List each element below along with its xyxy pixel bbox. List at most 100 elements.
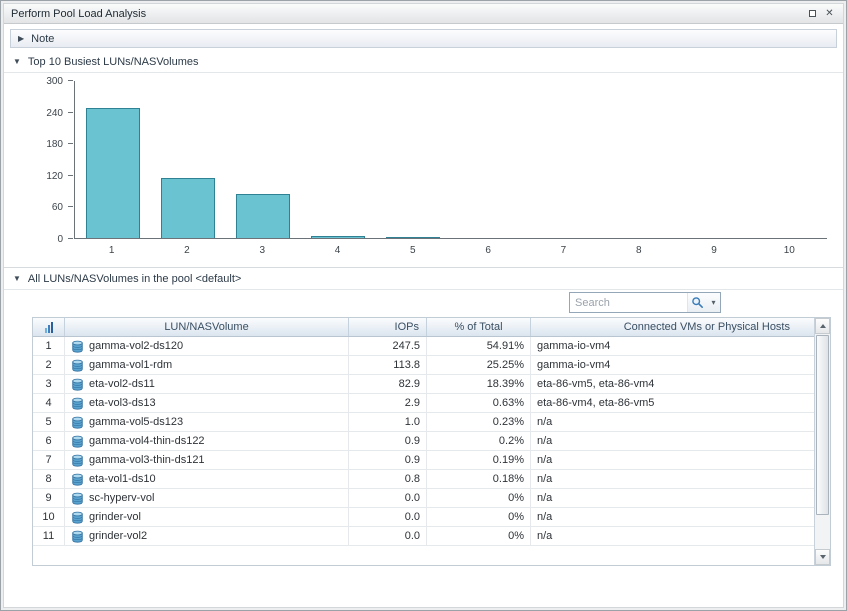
bar-slot [225,81,300,238]
scroll-down-button[interactable] [815,549,830,565]
top10-collapse-icon: ▼ [13,57,21,66]
pool-section-label: All LUNs/NASVolumes in the pool <default… [27,273,242,285]
lun-name-text: gamma-vol2-ds120 [89,340,184,352]
connected-hosts-cell: eta-86-vm4, eta-86-vm5 [537,397,655,409]
row-rank-cell: 5 [33,413,65,431]
scroll-up-button[interactable] [815,318,830,334]
row-rank-cell: 3 [33,375,65,393]
lun-name-cell: gamma-vol5-ds123 [65,413,349,431]
row-rank-cell: 11 [33,527,65,545]
y-tick-mark [68,206,73,208]
chart-bar[interactable] [386,237,441,238]
bar-slot [376,81,451,238]
volume-icon [71,492,84,505]
scrollbar-track[interactable] [815,334,830,549]
lun-table: LUN/NASVolume IOPs % of Total Connected … [32,317,831,566]
table-row[interactable]: 5 gamma-vol5-ds123 1.0 0.23% n/a [33,413,814,432]
lun-name-cell: gamma-vol1-rdm [65,356,349,374]
y-tick-label: 240 [46,107,63,119]
y-tick-label: 300 [46,76,63,87]
bar-slot [451,81,526,238]
table-row[interactable]: 10 grinder-vol 0.0 0% n/a [33,508,814,527]
row-rank-cell: 8 [33,470,65,488]
chart-bar[interactable] [160,178,215,238]
x-tick-label: 10 [783,245,795,256]
table-row[interactable]: 1 gamma-vol2-ds120 247.5 54.91% gamma-io-vm4 [33,337,814,356]
chart-bar[interactable] [311,236,366,238]
table-row[interactable]: 2 gamma-vol1-rdm 113.8 25.25% gamma-io-vm4 [33,356,814,375]
iops-cell: 2.9 [349,394,427,412]
volume-icon [71,454,84,467]
window-title: Perform Pool Load Analysis [11,7,147,20]
x-tick-label: 8 [635,245,642,256]
table-row[interactable]: 8 eta-vol1-ds10 0.8 0.18% n/a [33,470,814,489]
pct-of-total-cell: 0% [427,508,531,526]
pct-of-total-cell: 0.63% [427,394,531,412]
connected-hosts-cell: gamma-io-vm4 [537,359,611,371]
row-rank-cell: 9 [33,489,65,507]
volume-icon [71,511,84,524]
lun-name-cell: gamma-vol4-thin-ds122 [65,432,349,450]
lun-name-text: gamma-vol1-rdm [89,359,173,371]
iops-cell: 247.5 [349,337,427,355]
pct-column-header[interactable]: % of Total [427,318,531,336]
note-section-header[interactable]: ▶ Note [10,29,837,48]
lun-name-text: eta-vol1-ds10 [89,473,156,485]
search-button[interactable] [687,293,707,312]
table-row[interactable]: 9 sc-hyperv-vol 0.0 0% n/a [33,489,814,508]
bar-slot [75,81,150,238]
table-row[interactable]: 7 gamma-vol3-thin-ds121 0.9 0.19% n/a [33,451,814,470]
table-row[interactable]: 6 gamma-vol4-thin-ds122 0.9 0.2% n/a [33,432,814,451]
connected-hosts-cell: n/a [537,454,553,466]
note-collapse-icon: ▶ [18,33,25,43]
row-rank-cell: 10 [33,508,65,526]
rank-column-header[interactable] [33,318,65,336]
lun-name-cell: eta-vol1-ds10 [65,470,349,488]
chart-x-axis: 1 2 3 4 5 6 7 8 9 10 [74,245,827,260]
close-icon: ✕ [825,8,834,19]
y-tick-label: 120 [46,170,63,182]
hosts-column-label: Connected VMs or Physical Hosts [623,321,790,333]
search-input[interactable] [570,293,687,312]
volume-icon [71,359,84,372]
volume-icon [71,435,84,448]
lun-name-text: grinder-vol [89,511,141,523]
chart-y-axis: 0 60 120 180 240 300 [10,76,74,245]
search-options-dropdown[interactable]: ▾ [707,293,720,312]
row-rank-cell: 1 [33,337,65,355]
connected-hosts-cell: n/a [537,416,553,428]
connected-hosts-cell: n/a [537,530,553,542]
scrollbar-thumb[interactable] [816,335,829,515]
table-row[interactable]: 3 eta-vol2-ds11 82.9 18.39% eta-86-vm5, eta-… [33,375,814,394]
hosts-column-header[interactable]: Connected VMs or Physical Hosts [531,318,814,336]
top10-bar-chart: 0 60 120 180 240 300 1 2 3 4 5 6 7 8 9 10 [10,73,837,265]
top10-section-header[interactable]: ▼ Top 10 Busiest LUNs/NASVolumes [4,51,843,73]
x-tick-label: 5 [410,245,416,256]
row-rank-cell: 4 [33,394,65,412]
lun-column-header[interactable]: LUN/NASVolume [65,318,349,336]
pct-of-total-cell: 0.23% [427,413,531,431]
y-tick-mark [68,238,73,239]
lun-name-cell: eta-vol2-ds11 [65,375,349,393]
iops-column-header[interactable]: IOPs [349,318,427,336]
table-row[interactable]: 4 eta-vol3-ds13 2.9 0.63% eta-86-vm4, eta-86… [33,394,814,413]
lun-name-text: gamma-vol3-thin-ds121 [89,454,205,466]
iops-cell: 1.0 [349,413,427,431]
pool-section-header[interactable]: ▼ All LUNs/NASVolumes in the pool <defau… [4,268,843,290]
vertical-scrollbar[interactable] [814,318,830,565]
bar-slot [150,81,225,238]
bar-slot [752,81,827,238]
lun-name-cell: gamma-vol2-ds120 [65,337,349,355]
popout-button[interactable] [804,6,821,21]
connected-hosts-cell: n/a [537,435,553,447]
row-rank-cell: 2 [33,356,65,374]
chart-bar[interactable] [85,108,140,238]
pct-of-total-cell: 25.25% [427,356,531,374]
close-button[interactable]: ✕ [821,6,838,21]
iops-cell: 82.9 [349,375,427,393]
pct-of-total-cell: 0% [427,489,531,507]
table-row[interactable]: 11 grinder-vol2 0.0 0% n/a [33,527,814,546]
title-bar: Perform Pool Load Analysis ✕ [4,4,843,24]
iops-column-label: IOPs [394,321,419,333]
chart-bar[interactable] [235,194,291,238]
